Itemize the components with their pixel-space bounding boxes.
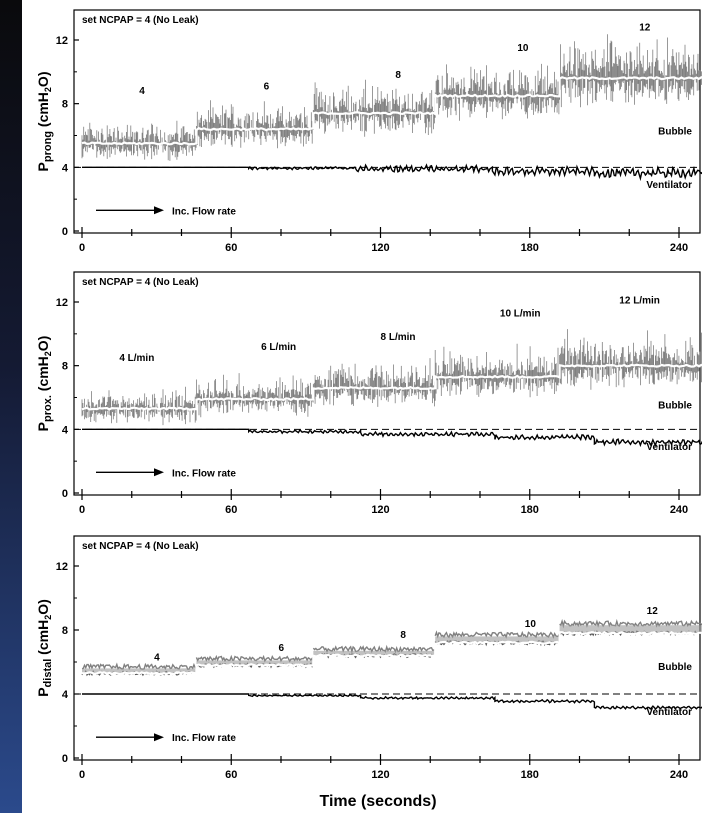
flow-annotation: 4 L/min (119, 353, 154, 364)
plot-frame (73, 271, 701, 496)
bubble-upper-trace (434, 630, 561, 639)
flow-annotation: 4 (154, 652, 160, 663)
x-tick-label: 0 (79, 504, 85, 516)
x-tick-label: 180 (521, 242, 539, 254)
flow-annotation: 8 (400, 630, 406, 641)
flow-annotation: 12 L/min (619, 296, 660, 307)
x-tick-label: 60 (225, 504, 237, 516)
bubble-mean-line (81, 76, 702, 146)
flow-annotation: 6 L/min (261, 342, 296, 353)
bubble-mean-line (81, 363, 702, 411)
figure-panel: set NCPAP = 4 (No Leak) 0 4 8 12 0 60 120 180 240… (22, 0, 702, 813)
series-bubble (81, 34, 702, 161)
flow-annotation: 12 (639, 22, 651, 33)
arrow-label: Inc. Flow rate (172, 206, 236, 217)
y-tick-label: 0 (62, 226, 68, 238)
bubble-upper-trace (81, 662, 197, 671)
panel-header: set NCPAP = 4 (No Leak) (82, 541, 199, 552)
x-axis-label: Time (seconds) (319, 793, 436, 810)
y-tick-label: 0 (62, 753, 68, 765)
arrow-head-icon (154, 733, 164, 742)
x-tick-label: 240 (670, 242, 688, 254)
x-tick-label: 0 (79, 769, 85, 781)
ventilator-trace (82, 163, 702, 182)
y-axis-label: Pprong (cmH2O) (35, 72, 54, 172)
flow-annotation: 6 (264, 81, 270, 92)
series-ventilator (82, 163, 702, 182)
y-tick-label: 4 (62, 162, 69, 174)
y-tick-label: 8 (62, 99, 68, 111)
flow-annotation: 8 L/min (381, 332, 416, 343)
y-tick-label: 12 (56, 297, 68, 309)
flow-annotation: 12 (647, 606, 659, 617)
legend-bubble: Bubble (658, 401, 692, 412)
bubble-band (313, 650, 436, 656)
flow-annotation: 10 (517, 43, 529, 54)
flow-annotation: 10 (525, 619, 537, 630)
y-tick-label: 12 (56, 561, 68, 573)
x-tick-label: 120 (371, 504, 389, 516)
x-tick-label: 240 (670, 504, 688, 516)
x-tick-label: 120 (371, 242, 389, 254)
bubble-band (435, 636, 560, 643)
y-tick-label: 8 (62, 361, 68, 373)
series-ventilator (82, 693, 702, 710)
arrow-head-icon (154, 206, 164, 215)
panel-header: set NCPAP = 4 (No Leak) (82, 15, 199, 26)
arrow-head-icon (154, 468, 164, 477)
bubble-noise-trace (81, 34, 702, 161)
flow-annotation: 8 (395, 70, 401, 81)
series-bubble (81, 329, 702, 426)
bubble-band (559, 625, 702, 634)
y-tick-label: 4 (62, 689, 69, 701)
bubble-mean-line (81, 630, 702, 676)
panel-header: set NCPAP = 4 (No Leak) (82, 277, 199, 288)
x-tick-label: 60 (225, 242, 237, 254)
arrow-label: Inc. Flow rate (172, 733, 236, 744)
flow-annotation: 10 L/min (500, 308, 541, 319)
ventilator-trace (82, 693, 702, 710)
y-tick-label: 8 (62, 625, 68, 637)
legend-ventilator: Ventilator (646, 180, 692, 191)
y-tick-label: 12 (56, 35, 68, 47)
bubble-band (196, 660, 314, 666)
x-tick-label: 180 (521, 504, 539, 516)
x-tick-label: 180 (521, 769, 539, 781)
legend-ventilator: Ventilator (646, 707, 692, 718)
x-tick-label: 240 (670, 769, 688, 781)
y-axis-label: Pprox. (cmH2O) (35, 336, 54, 432)
ventilator-trace (82, 428, 702, 448)
bubble-upper-trace (312, 644, 436, 655)
legend-bubble: Bubble (658, 127, 692, 138)
y-axis-label: Pdistal (cmH2O) (35, 599, 54, 697)
x-tick-label: 120 (371, 769, 389, 781)
bubble-upper-trace (195, 654, 314, 663)
bubble-band (82, 668, 197, 674)
series-ventilator (82, 428, 702, 448)
x-tick-label: 60 (225, 769, 237, 781)
y-tick-label: 0 (62, 488, 68, 500)
x-tick-label: 0 (79, 242, 85, 254)
series-bubble (81, 618, 702, 677)
arrow-label: Inc. Flow rate (172, 468, 236, 479)
flow-annotation: 6 (279, 643, 285, 654)
flow-annotation: 4 (139, 86, 145, 97)
legend-ventilator: Ventilator (646, 442, 692, 453)
legend-bubble: Bubble (658, 662, 692, 673)
y-tick-label: 4 (62, 424, 69, 436)
